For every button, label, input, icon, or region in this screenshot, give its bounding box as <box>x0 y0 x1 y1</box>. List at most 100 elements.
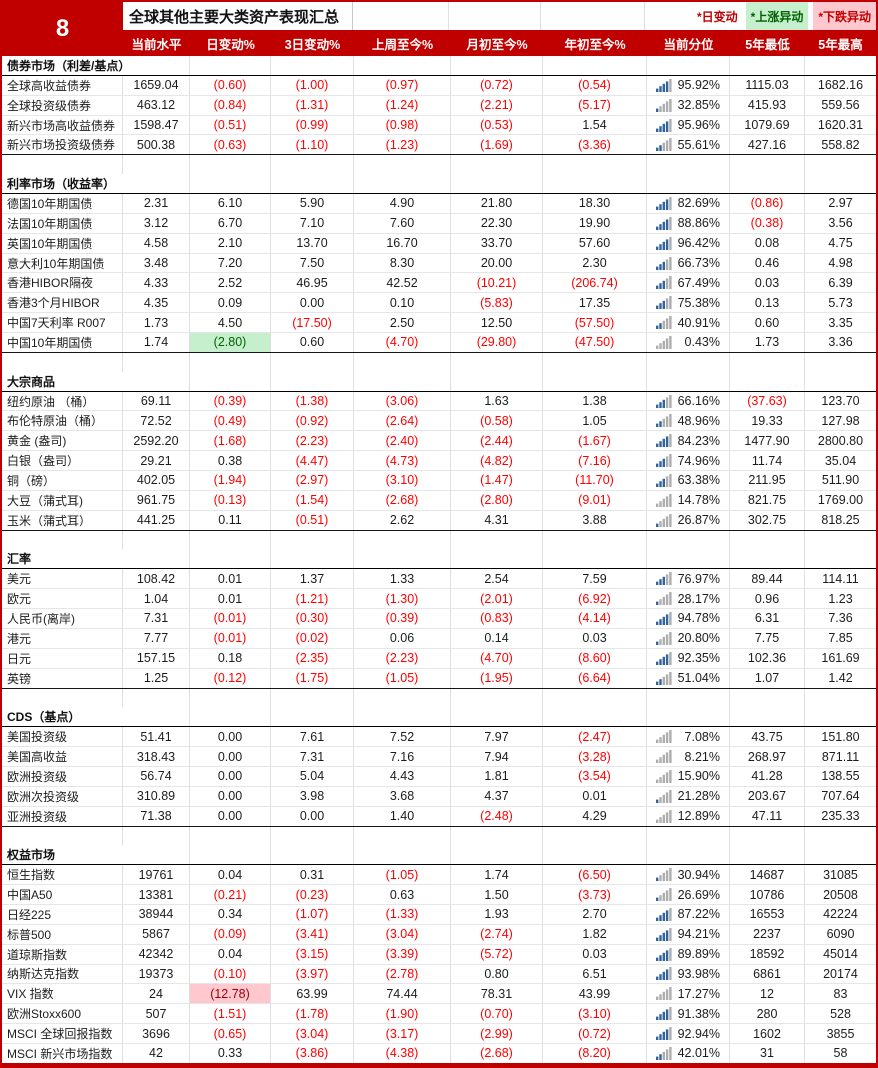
cell-day-change: 0.11 <box>190 510 271 530</box>
empty-cell <box>123 155 190 175</box>
percentile-value: 84.23% <box>677 433 720 448</box>
empty-cell <box>354 174 451 194</box>
cell-day-change: (1.94) <box>190 471 271 490</box>
page-title: 全球其他主要大类资产表现汇总 <box>123 2 353 30</box>
percentile-bars-icon <box>656 394 672 408</box>
cell-5y-high: 3855 <box>826 1026 855 1041</box>
asset-name: 标普500 <box>2 924 123 944</box>
cell-wtd-change: (0.39) <box>354 609 451 628</box>
percentile-value: 15.90% <box>677 769 720 784</box>
table-row: 黄金 (盎司) 2592.20 (1.68) (2.23) (2.40) (2.44) (1… <box>2 431 876 452</box>
percentile-bars-icon <box>656 987 672 1001</box>
percentile-value: 8.21% <box>684 749 720 764</box>
empty-cell <box>730 826 805 846</box>
cell-day-change: (0.01) <box>190 609 271 628</box>
empty-cell <box>730 352 805 372</box>
cell-ytd-change: 3.88 <box>543 510 647 530</box>
cell-day-change: (0.60) <box>190 75 271 95</box>
cell-mtd-change: (4.82) <box>451 451 543 471</box>
cell-5y-low: 6861 <box>730 964 805 984</box>
cell-current-level: 310.89 <box>123 786 190 806</box>
percentile-value: 30.94% <box>677 867 720 882</box>
cell-5y-low: (37.63) <box>730 391 805 411</box>
empty-cell <box>190 826 271 846</box>
cell-current-level: 51.41 <box>123 727 190 747</box>
cell-day-change: 0.00 <box>190 766 271 786</box>
cell-ytd-change: (4.14) <box>543 609 647 628</box>
empty-cell <box>2 155 123 175</box>
cell-3d-change: (0.92) <box>271 411 354 431</box>
cell-5y-high: 7.85 <box>828 631 853 646</box>
cell-percentile: 42.01% <box>647 1043 730 1063</box>
cell-current-level: 463.12 <box>123 95 190 115</box>
table-row: 铜（磅） 402.05 (1.94) (2.97) (3.10) (1.47) (11.70… <box>2 471 876 491</box>
cell-ytd-change: (5.17) <box>543 95 647 115</box>
cell-current-level: 157.15 <box>123 648 190 668</box>
table-row: 欧元 1.04 0.01 (1.21) (1.30) (2.01) (6.92) 28.17%… <box>2 589 876 610</box>
cell-5y-low: 1115.03 <box>730 75 805 95</box>
percentile-bars-icon <box>656 947 672 961</box>
table-row: 日经225 38944 0.34 (1.07) (1.33) 1.93 2.70 87.22%… <box>2 904 876 925</box>
empty-cell <box>354 688 451 708</box>
cell-3d-change: (3.15) <box>271 944 354 964</box>
cell-day-change: 0.38 <box>190 451 271 471</box>
cell-day-change: 6.70 <box>190 213 271 233</box>
column-header-wtd-change: 上周至今% <box>371 37 434 52</box>
empty-cell <box>805 549 876 568</box>
cell-day-change: 0.00 <box>190 727 271 747</box>
cell-wtd-change: 74.44 <box>354 984 451 1004</box>
cell-5y-low: 6.31 <box>730 609 805 628</box>
table-row: 大豆（蒲式耳) 961.75 (0.13) (1.54) (2.68) (2.80) (9.… <box>2 490 876 511</box>
asset-name: 欧洲Stoxx600 <box>2 1004 123 1024</box>
table-row: 中国A50 13381 (0.21) (0.23) 0.63 1.50 (3.73) 26.6… <box>2 885 876 905</box>
empty-cell <box>451 549 543 569</box>
asset-name: 道琼斯指数 <box>2 944 123 964</box>
cell-3d-change: 1.37 <box>271 569 354 589</box>
cell-3d-change: (2.35) <box>271 648 354 668</box>
table-row: 欧洲Stoxx600 507 (1.51) (1.78) (1.90) (0.70) (3.… <box>2 1004 876 1025</box>
section-header-row: CDS（基点） <box>2 707 876 728</box>
cell-5y-low: 0.03 <box>730 273 805 293</box>
cell-wtd-change: (0.97) <box>354 75 451 95</box>
percentile-bars-icon <box>656 118 672 132</box>
percentile-bars-icon <box>656 414 672 428</box>
cell-percentile: 76.97% <box>647 569 730 589</box>
cell-3d-change: 3.98 <box>271 786 354 806</box>
cell-5y-high: 45014 <box>823 947 858 962</box>
empty-cell <box>451 845 543 865</box>
cell-3d-change: (0.02) <box>271 628 354 648</box>
cell-wtd-change: 0.10 <box>354 293 451 313</box>
cell-ytd-change: (3.54) <box>543 766 647 786</box>
cell-ytd-change: 1.38 <box>543 391 647 411</box>
table-row: 道琼斯指数 42342 0.04 (3.15) (3.39) (5.72) 0.03 89.8… <box>2 944 876 965</box>
table-row: 中国7天利率 R007 1.73 4.50 (17.50) 2.50 12.50 (57.5… <box>2 313 876 334</box>
cell-5y-low: 2237 <box>730 924 805 944</box>
cell-3d-change: (1.21) <box>271 589 354 609</box>
table-row: 日元 157.15 0.18 (2.35) (2.23) (4.70) (8.60) 92.3… <box>2 648 876 669</box>
cell-3d-change: (1.07) <box>271 904 354 924</box>
asset-name: 中国A50 <box>2 885 123 904</box>
empty-cell <box>190 56 271 75</box>
cell-percentile: 75.38% <box>647 293 730 313</box>
percentile-bars-icon <box>656 236 672 250</box>
percentile-value: 12.89% <box>677 809 720 824</box>
cell-5y-high: 4.75 <box>828 236 853 251</box>
cell-mtd-change: (2.99) <box>451 1024 543 1043</box>
cell-ytd-change: (47.50) <box>543 333 647 352</box>
table-row: MSCI 全球回报指数 3696 (0.65) (3.04) (3.17) (2.99)(… <box>2 1024 876 1044</box>
percentile-bars-icon <box>656 572 672 586</box>
cell-current-level: 69.11 <box>123 391 190 411</box>
percentile-value: 55.61% <box>677 137 720 152</box>
percentile-value: 48.96% <box>677 413 720 428</box>
asset-name: 欧元 <box>2 589 123 609</box>
cell-5y-low: (0.38) <box>730 213 805 233</box>
cell-5y-high: 3.35 <box>828 315 853 330</box>
cell-5y-low: 102.36 <box>730 648 805 668</box>
header-right: 全球其他主要大类资产表现汇总 *日变动 *上涨异动 *下跌异动 当前水平 日变动%… <box>123 2 876 56</box>
cell-wtd-change: (2.23) <box>354 648 451 668</box>
cell-current-level: 24 <box>123 984 190 1004</box>
percentile-value: 88.86% <box>677 216 720 231</box>
table-row: 英镑 1.25 (0.12) (1.75) (1.05) (1.95) (6.64) 51.0… <box>2 668 876 689</box>
empty-cell <box>2 826 123 846</box>
cell-mtd-change: 7.94 <box>451 747 543 766</box>
